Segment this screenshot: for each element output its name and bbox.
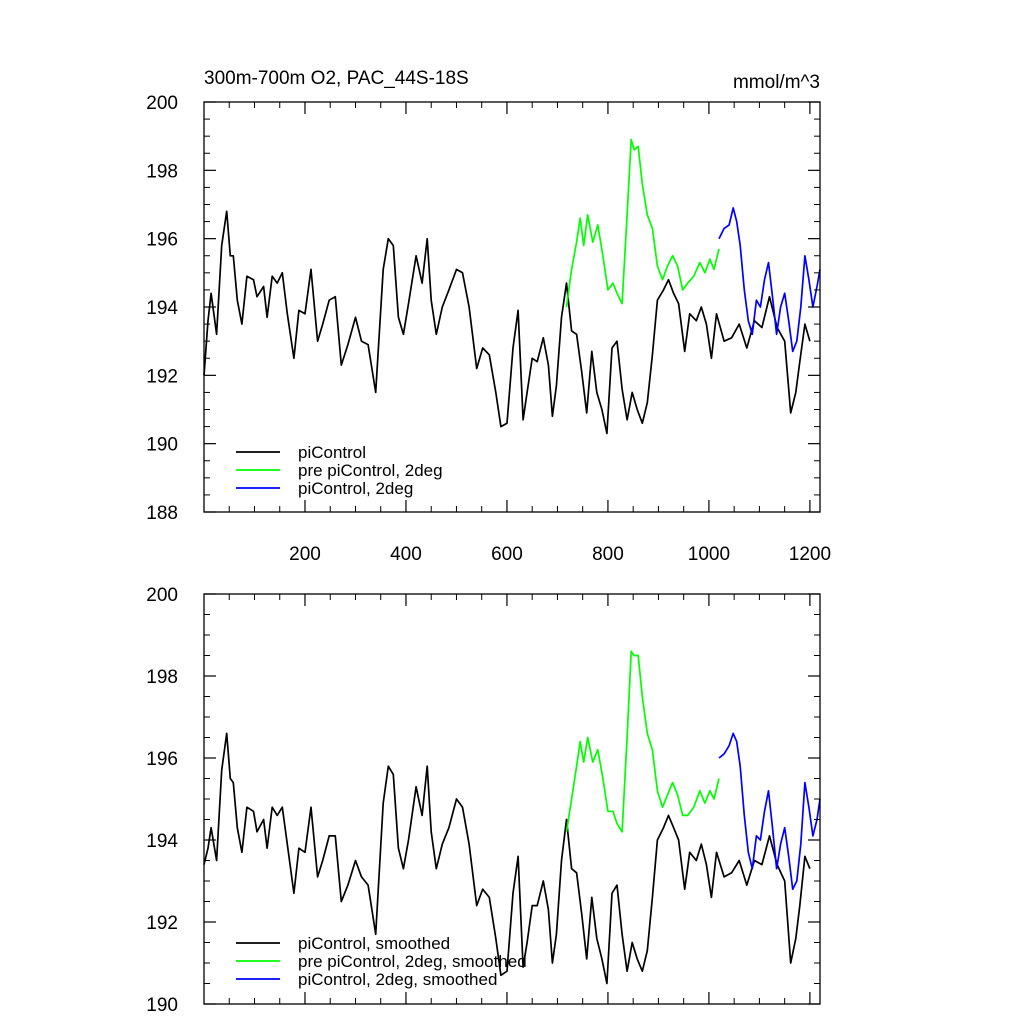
units-label: mmol/m^3: [733, 72, 820, 93]
plot-series-bottom: [203, 650, 821, 985]
plot-frame-top: [203, 101, 821, 513]
y-tick-label: 194: [146, 298, 178, 319]
y-tick-label: 190: [146, 435, 178, 456]
plot-series-top: [203, 138, 821, 435]
axes-bottom: 190 192 194 196 198 200: [146, 585, 820, 1016]
y-tick-label: 188: [146, 503, 178, 524]
y-tick-label: 194: [146, 831, 178, 852]
legend-label-2: piControl, 2deg: [298, 479, 413, 498]
panel-bottom: 190 192 194 196 198 200 piControl, smoothedpr…: [146, 585, 821, 1016]
y-tick-label: 192: [146, 366, 178, 387]
legend-label-1: pre piControl, 2deg, smoothed: [298, 952, 527, 971]
y-tick-label: 190: [146, 995, 178, 1016]
series-line-1: [565, 138, 720, 308]
x-tick-label: 200: [289, 544, 321, 565]
x-tick-label: 800: [592, 544, 624, 565]
x-tick-label: 400: [390, 544, 422, 565]
y-tick-label: 198: [146, 161, 178, 182]
x-tick-label: 1000: [688, 544, 730, 565]
series-line-2: [718, 732, 821, 891]
y-tick-label: 200: [146, 93, 178, 114]
series-line-0: [203, 210, 811, 435]
x-tick-label: 1200: [789, 544, 831, 565]
y-tick-label: 196: [146, 230, 178, 251]
legend-label-2: piControl, 2deg, smoothed: [298, 970, 497, 989]
x-tick-label: 600: [491, 544, 523, 565]
y-tick-label: 196: [146, 749, 178, 770]
axes-top: 188 190 192 194 196 198 200 200 400 600 800 1000 120…: [146, 93, 831, 565]
series-line-2: [718, 207, 821, 353]
y-tick-label: 198: [146, 667, 178, 688]
legend-label-0: piControl, smoothed: [298, 934, 450, 953]
plot-frame-bottom: [203, 593, 821, 1005]
series-line-1: [565, 650, 720, 833]
panel-top: 300m-700m O2, PAC_44S-18S mmol/m^3 188 19…: [146, 68, 831, 565]
chart-title: 300m-700m O2, PAC_44S-18S: [204, 68, 469, 89]
y-tick-label: 200: [146, 585, 178, 606]
y-tick-label: 192: [146, 913, 178, 934]
legend-label-1: pre piControl, 2deg: [298, 461, 443, 480]
legend-label-0: piControl: [298, 443, 366, 462]
series-line-0: [203, 732, 811, 985]
